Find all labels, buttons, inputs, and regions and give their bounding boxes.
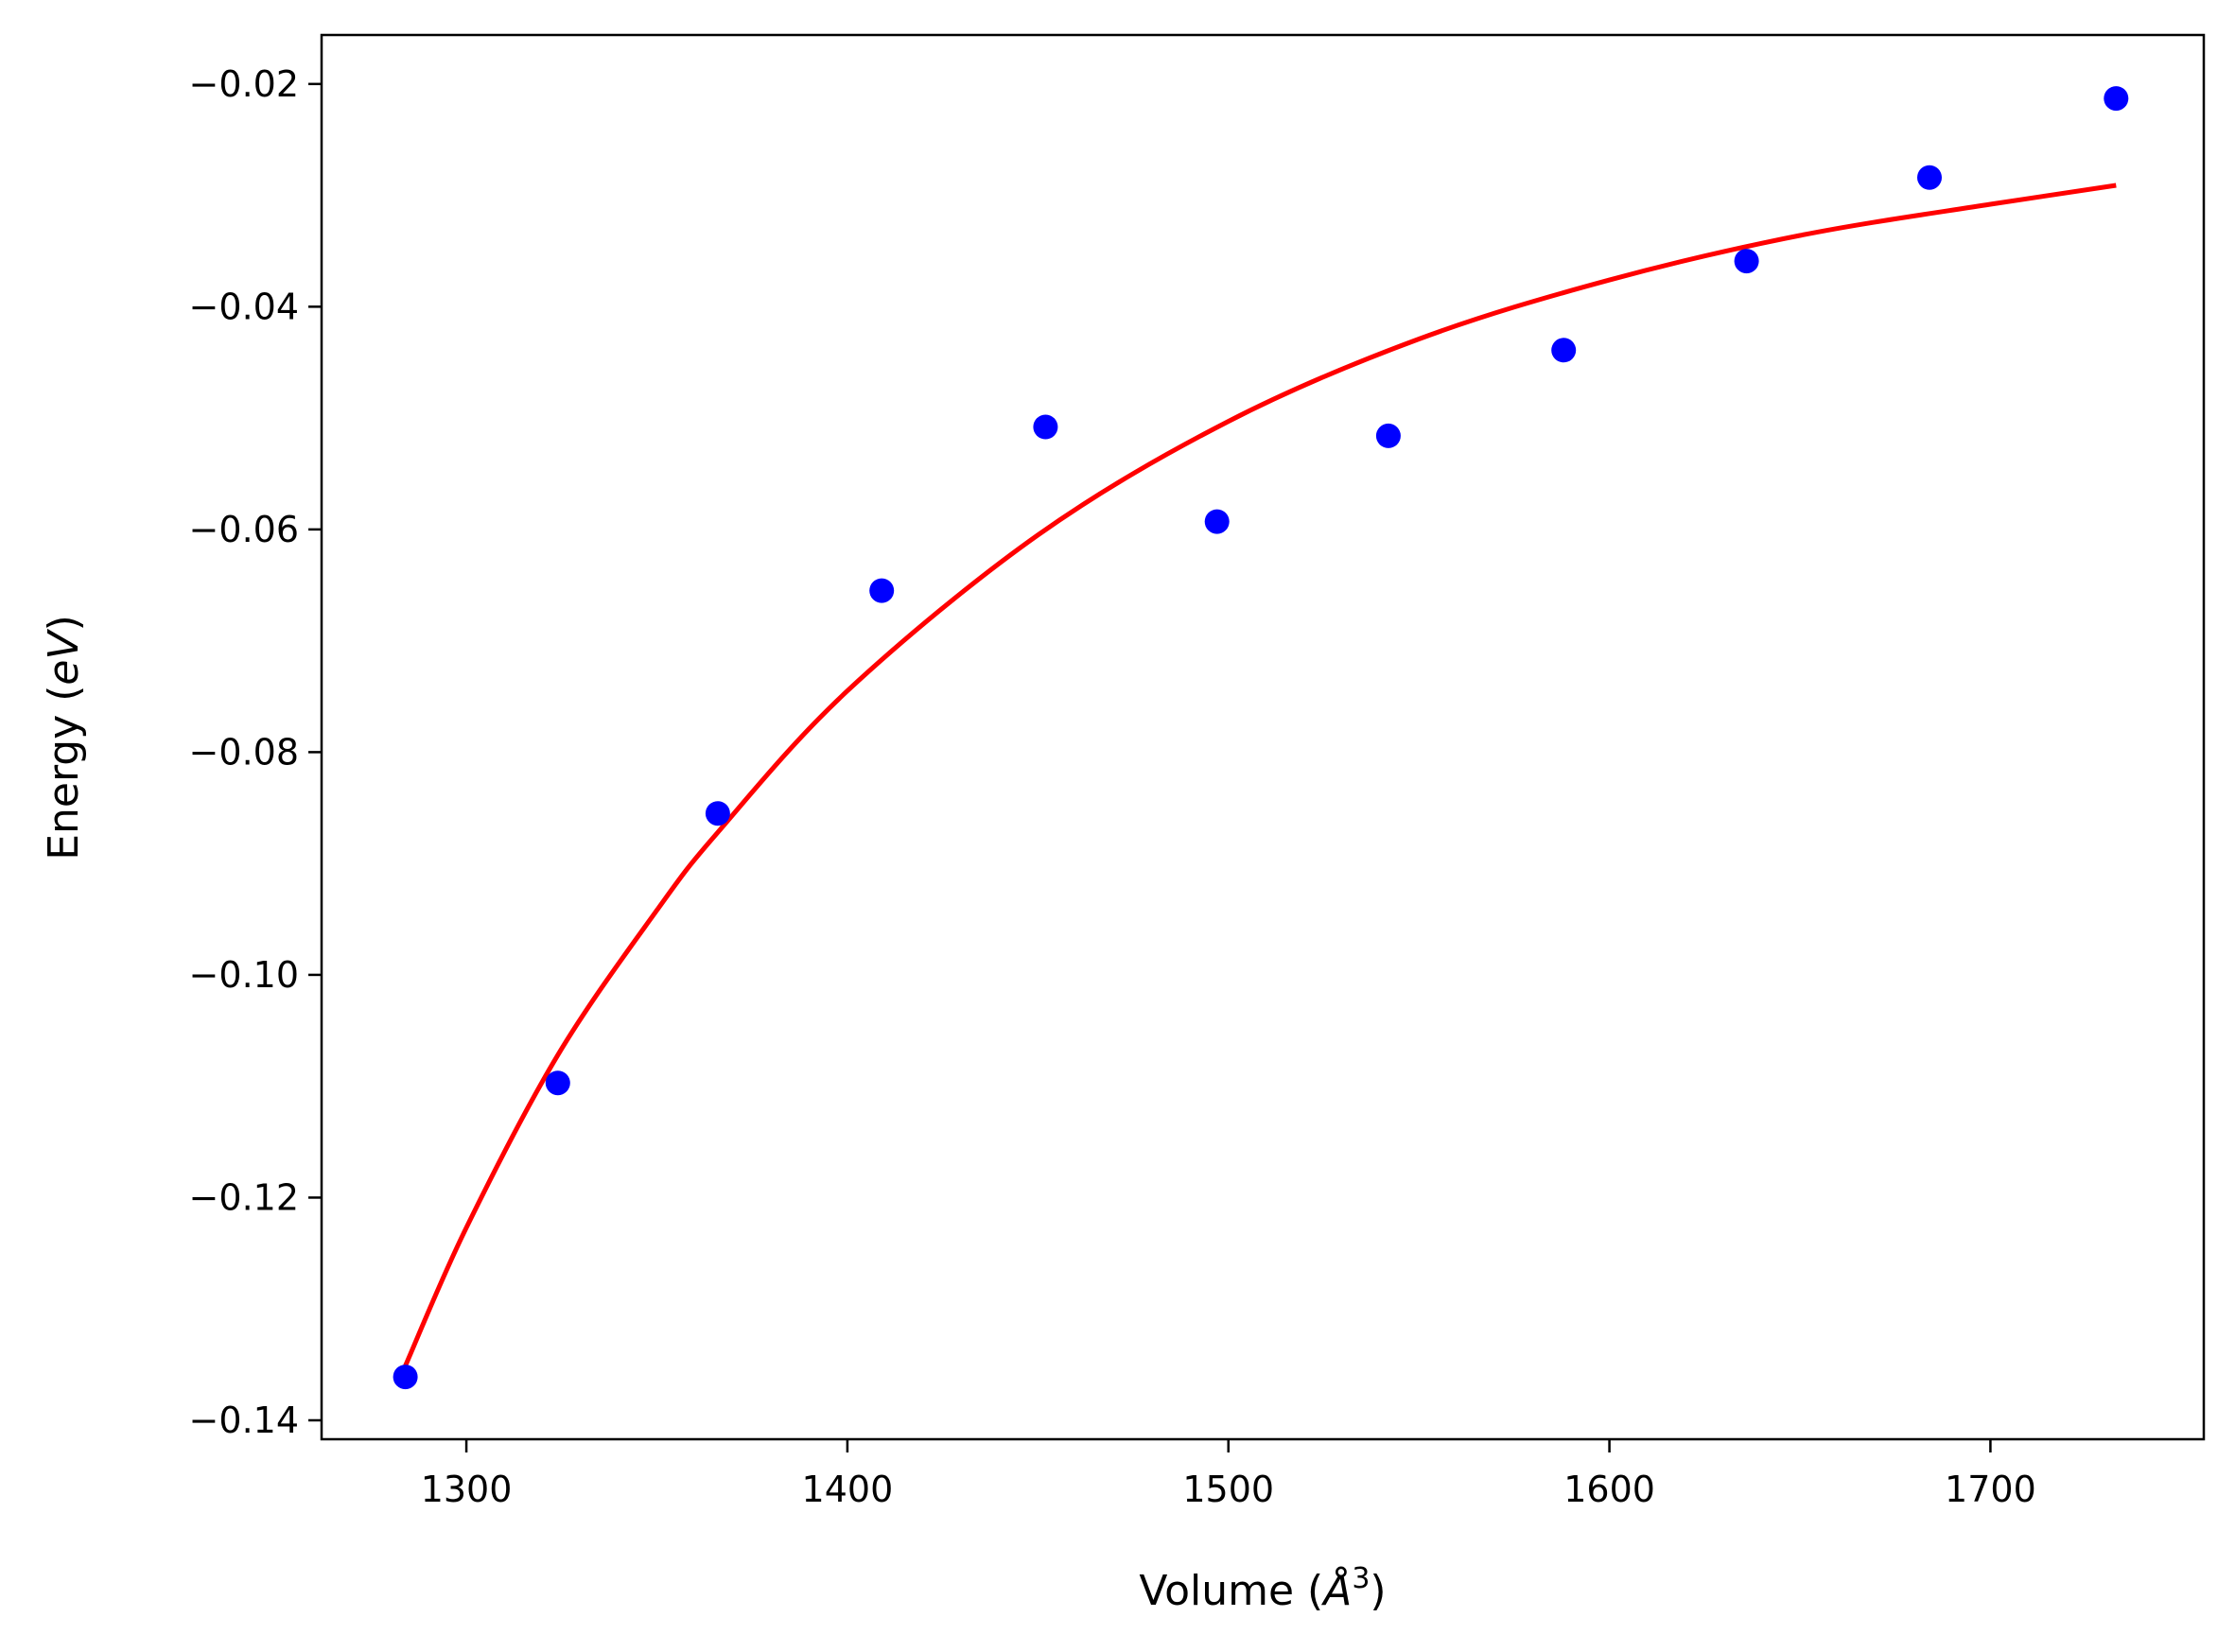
- y-tick-label: −0.08: [189, 731, 299, 773]
- data-point: [1033, 414, 1058, 440]
- x-axis-label-prefix: Volume (: [1139, 1567, 1323, 1615]
- y-axis-ticks: −0.14 −0.12 −0.10 −0.08 −0.06 −0.04 −0.02: [189, 63, 322, 1441]
- data-point: [1375, 423, 1401, 448]
- y-axis-label-suffix: ): [40, 615, 88, 631]
- data-point: [1734, 249, 1759, 274]
- y-tick-label: −0.04: [189, 286, 299, 327]
- x-tick-label: 1500: [1182, 1469, 1274, 1510]
- x-axis-label-symbol: Å: [1320, 1565, 1352, 1615]
- y-axis-label: Energy (eV): [40, 615, 88, 861]
- x-tick-label: 1700: [1945, 1469, 2036, 1510]
- y-tick-label: −0.12: [189, 1176, 299, 1218]
- data-point: [545, 1070, 570, 1096]
- x-tick-label: 1300: [421, 1469, 513, 1510]
- y-axis-label-italic: eV: [40, 629, 88, 686]
- fit-curve-layer: [403, 183, 2117, 1367]
- x-axis-ticks: 1300 1400 1500 1600 1700: [421, 1439, 2036, 1510]
- x-axis-label-suffix: ): [1370, 1567, 1386, 1615]
- x-tick-label: 1400: [802, 1469, 894, 1510]
- data-point: [393, 1365, 418, 1390]
- x-axis-label-superscript: 3: [1352, 1562, 1370, 1595]
- y-tick-label: −0.06: [189, 509, 299, 550]
- plot-frame: [320, 33, 2206, 1441]
- y-axis-label-prefix: Energy (: [40, 686, 88, 861]
- y-tick-label: −0.02: [189, 63, 299, 105]
- data-point: [869, 578, 895, 603]
- data-point: [1917, 165, 1942, 190]
- y-tick-label: −0.10: [189, 954, 299, 996]
- data-points-layer: [393, 86, 2129, 1390]
- y-tick-label: −0.14: [189, 1400, 299, 1441]
- data-point: [2104, 86, 2129, 112]
- data-point: [705, 801, 730, 826]
- fit-curve: [403, 183, 2117, 1367]
- x-axis-label: Volume (Å3): [1139, 1562, 1386, 1615]
- data-point: [1551, 338, 1577, 363]
- data-point: [1204, 509, 1230, 534]
- x-tick-label: 1600: [1563, 1469, 1655, 1510]
